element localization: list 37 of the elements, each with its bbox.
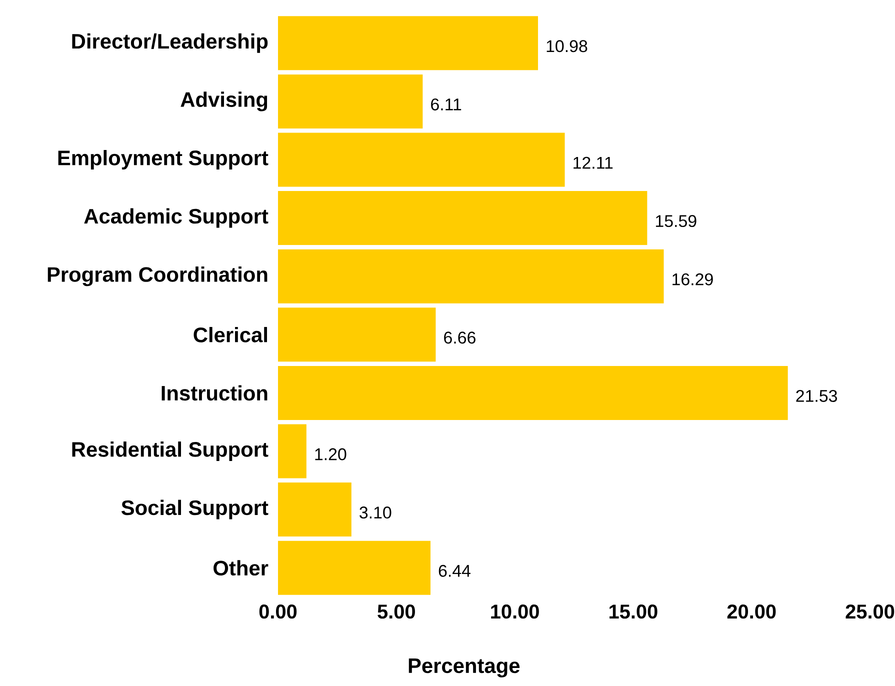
- bar: [278, 16, 538, 70]
- y-tick-label: Advising: [180, 92, 268, 112]
- data-label: 6.66: [444, 332, 476, 344]
- data-label: 6.44: [438, 564, 470, 577]
- x-axis-title: Percentage: [408, 658, 520, 678]
- y-tick-label: Employment Support: [58, 150, 268, 170]
- x-tick-label: 20.00: [727, 604, 776, 619]
- y-tick-label: Program Coordination: [48, 266, 268, 286]
- bar: [278, 132, 565, 187]
- data-label: 1.20: [315, 448, 346, 460]
- data-label: 12.11: [574, 156, 613, 169]
- y-tick-label: Academic Support: [84, 208, 268, 228]
- bar: [278, 366, 788, 420]
- data-label: 15.59: [656, 215, 696, 228]
- x-tick-label: 15.00: [610, 604, 658, 619]
- y-tick-label: Social Support: [121, 500, 268, 520]
- bar: [278, 74, 423, 128]
- data-label: 16.29: [672, 273, 713, 286]
- data-label: 3.10: [360, 506, 392, 519]
- x-tick-label: 10.00: [491, 604, 539, 619]
- bar: [278, 249, 664, 304]
- bar: [278, 308, 436, 362]
- bar: [278, 424, 306, 478]
- y-tick-label: Director/Leadership: [72, 33, 268, 53]
- y-tick-label: Other: [214, 560, 268, 576]
- bar: [278, 540, 430, 595]
- data-label: 6.11: [431, 98, 462, 110]
- x-tick-label: 0.00: [259, 604, 297, 619]
- bar: [278, 191, 648, 246]
- data-label: 21.53: [796, 390, 837, 402]
- x-tick-label: 5.00: [378, 604, 415, 619]
- y-tick-label: Instruction: [162, 385, 268, 401]
- x-tick-label: 25.00: [846, 604, 894, 619]
- y-tick-label: Residential Support: [72, 442, 268, 462]
- data-label: 10.98: [546, 40, 588, 52]
- y-tick-label: Clerical: [194, 326, 267, 342]
- bar: [278, 482, 352, 537]
